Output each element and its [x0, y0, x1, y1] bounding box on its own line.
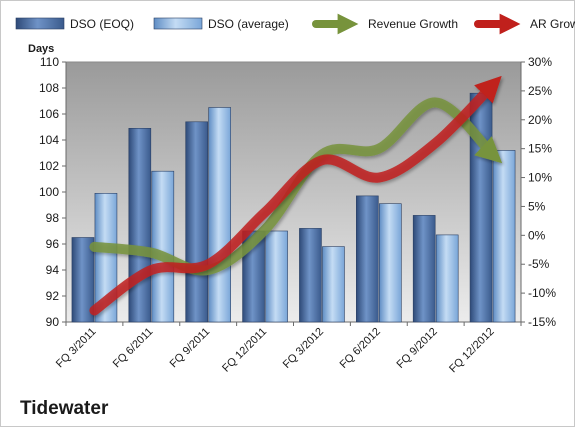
bar-dso-eoq — [356, 195, 379, 323]
y2-tick-label: 5% — [528, 199, 546, 213]
bar-dso-average — [94, 193, 118, 323]
y-tick-label: 100 — [39, 185, 59, 199]
bar-dso-average — [435, 234, 459, 323]
legend-swatch — [153, 17, 203, 30]
y2-tick-label: -5% — [528, 257, 550, 271]
bar-dso-average — [265, 230, 288, 323]
line-ar-growth — [89, 75, 502, 316]
y-axis-title: Days — [28, 43, 54, 55]
bar-dso-eoq — [299, 228, 322, 323]
y-tick-label: 108 — [39, 81, 59, 95]
bar-dso-average — [492, 150, 516, 323]
y-tick-label: 90 — [46, 315, 60, 329]
y-tick-label: 110 — [40, 55, 59, 69]
y2-tick-label: 0% — [528, 228, 546, 242]
legend-label: Revenue Growth — [368, 17, 458, 31]
y-tick-label: 106 — [39, 107, 59, 121]
bar-dso-eoq — [128, 128, 152, 323]
y-tick-label: 92 — [46, 289, 60, 303]
bar-dso-average — [322, 246, 345, 323]
y2-tick-label: 30% — [528, 55, 552, 69]
legend-label: AR Growth — [530, 17, 575, 31]
x-tick-label: FQ 6/2012 — [338, 326, 383, 371]
x-tick-label: FQ 12/2011 — [220, 326, 269, 375]
bar-dso-eoq — [71, 237, 95, 323]
y-tick-label: 104 — [39, 133, 59, 147]
bar-dso-eoq — [185, 121, 208, 323]
y2-tick-label: -10% — [528, 286, 556, 300]
y2-tick-label: 15% — [528, 142, 552, 156]
y-tick-label: 102 — [39, 159, 59, 173]
legend-label: DSO (average) — [208, 17, 289, 31]
bar-dso-average — [151, 170, 175, 323]
y2-tick-label: 20% — [528, 113, 552, 127]
y-tick-label: 96 — [46, 237, 60, 251]
x-tick-label: FQ 9/2012 — [395, 326, 440, 371]
bar-dso-average — [208, 107, 231, 323]
x-tick-label: FQ 6/2011 — [111, 326, 156, 371]
y-tick-label: 94 — [46, 263, 60, 277]
bar-dso-eoq — [412, 215, 436, 323]
x-tick-label: FQ 3/2012 — [281, 326, 326, 371]
y-tick-label: 98 — [46, 211, 60, 225]
legend-swatch — [15, 17, 65, 30]
x-tick-label: FQ 12/2012 — [447, 326, 497, 376]
x-tick-label: FQ 3/2011 — [54, 326, 99, 371]
legend-label: DSO (EOQ) — [70, 17, 134, 31]
bar-dso-eoq — [242, 230, 265, 323]
company-name: Tidewater — [20, 398, 109, 419]
y2-tick-label: 10% — [528, 171, 552, 185]
bar-dso-average — [379, 203, 402, 323]
x-tick-label: FQ 9/2011 — [168, 326, 213, 371]
y2-tick-label: -15% — [528, 315, 556, 329]
y2-tick-label: 25% — [528, 84, 552, 98]
